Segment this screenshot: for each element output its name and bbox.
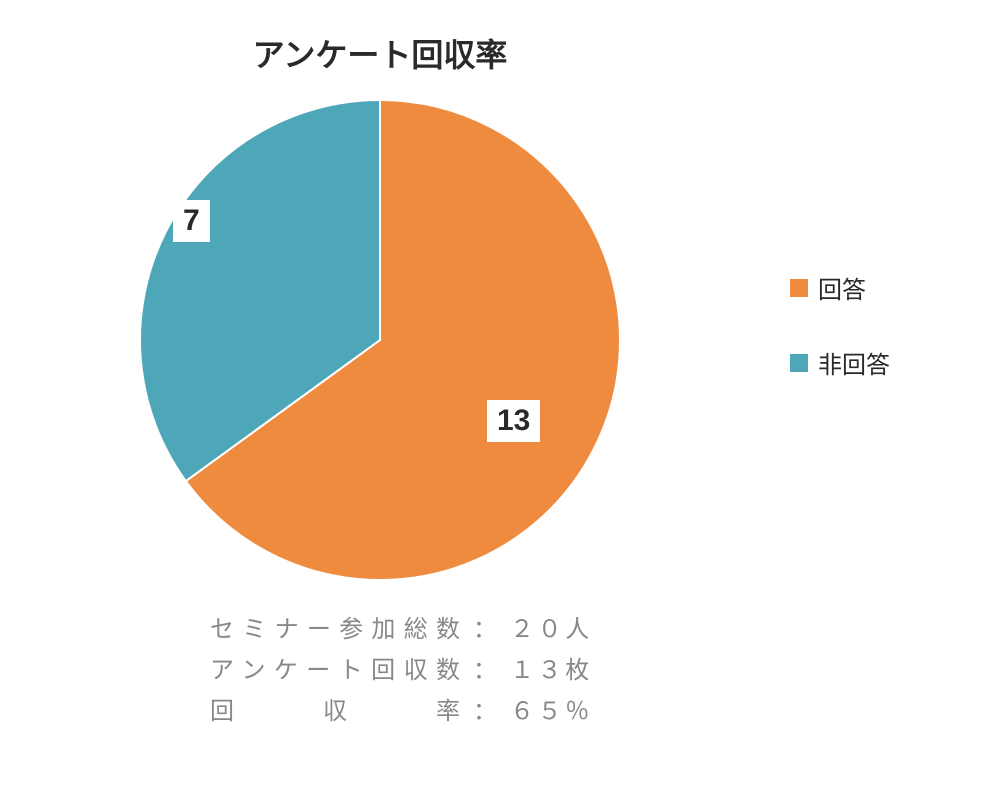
legend-label: 非回答	[818, 345, 890, 380]
stats-sep: ：	[460, 692, 510, 733]
pie-svg	[140, 100, 620, 580]
chart-title: アンケート回収率	[0, 30, 760, 76]
legend-label: 回答	[818, 270, 866, 305]
stats-value: ２０人	[510, 610, 630, 651]
stats-row: 回 収 率 ： ６５％	[210, 692, 630, 733]
pie-chart: 13 7	[140, 100, 620, 580]
slice-value-not-responded: 7	[173, 200, 210, 242]
stats-sep: ：	[460, 651, 510, 692]
legend-item: 回答	[790, 270, 890, 305]
legend-swatch-responded	[790, 279, 808, 297]
legend-swatch-not-responded	[790, 354, 808, 372]
stats-label: 回 収 率	[210, 692, 460, 733]
stats-label: アンケート回収数	[210, 651, 460, 692]
stats-sep: ：	[460, 610, 510, 651]
legend-item: 非回答	[790, 345, 890, 380]
stats-row: アンケート回収数 ： １３枚	[210, 651, 630, 692]
stats-table: セミナー参加総数 ： ２０人 アンケート回収数 ： １３枚 回 収 率 ： ６５…	[210, 610, 630, 732]
stats-value: ６５％	[510, 692, 630, 733]
stats-row: セミナー参加総数 ： ２０人	[210, 610, 630, 651]
slice-value-responded: 13	[487, 400, 540, 442]
stats-value: １３枚	[510, 651, 630, 692]
legend: 回答 非回答	[790, 270, 890, 420]
stats-label: セミナー参加総数	[210, 610, 460, 651]
